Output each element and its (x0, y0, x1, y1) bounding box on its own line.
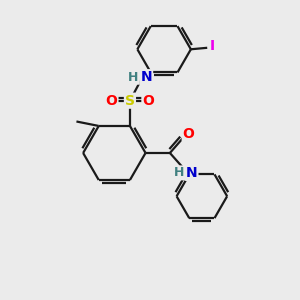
Text: O: O (106, 94, 117, 108)
Text: N: N (186, 166, 197, 180)
Text: I: I (210, 39, 215, 53)
Text: N: N (140, 70, 152, 84)
Text: H: H (128, 71, 139, 84)
Text: H: H (174, 167, 184, 179)
Text: O: O (183, 127, 195, 141)
Text: S: S (125, 94, 135, 108)
Text: O: O (142, 94, 154, 108)
